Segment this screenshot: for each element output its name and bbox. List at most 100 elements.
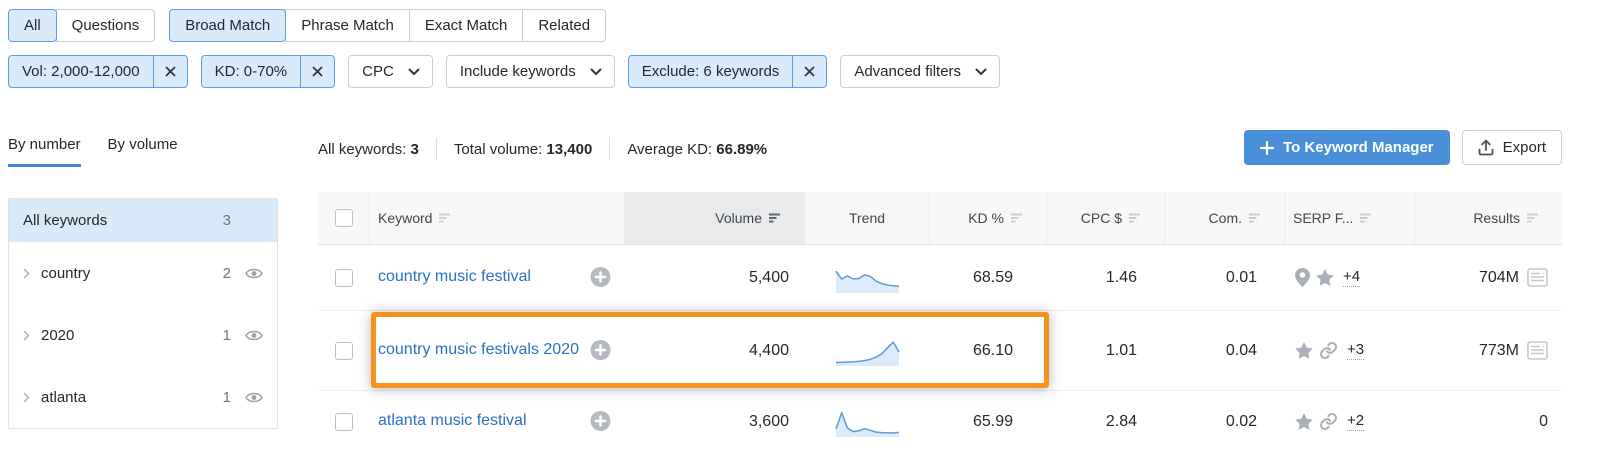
sidebar-all-keywords-header[interactable]: All keywords 3	[9, 199, 277, 242]
toolbar-actions: To Keyword Manager Export	[1244, 130, 1562, 165]
volume-cell: 5,400	[748, 268, 789, 286]
remove-filter-icon[interactable]	[300, 56, 334, 87]
serp-more-link[interactable]: +4	[1343, 268, 1361, 287]
results-value: 704M	[1478, 268, 1519, 286]
sort-icon	[1129, 213, 1142, 223]
column-header-kd[interactable]: KD %	[930, 192, 1047, 244]
kd-cell: 65.99	[972, 412, 1013, 430]
filter-pill-vol-2-000-12-000[interactable]: Vol: 2,000-12,000	[8, 55, 188, 88]
column-label: Results	[1473, 210, 1520, 226]
view-tab-by-volume[interactable]: By volume	[107, 136, 178, 153]
column-header-serp-f[interactable]: SERP F...	[1285, 192, 1415, 244]
filter-pill-exclude-6-keywords[interactable]: Exclude: 6 keywords	[627, 55, 828, 88]
keyword-type-filter-row: All Questions Broad Match Phrase Match Exac…	[8, 9, 607, 42]
group-label: country	[41, 264, 91, 282]
keyword-link[interactable]: country music festivals 2020	[378, 341, 579, 359]
column-header-keyword[interactable]: Keyword	[370, 192, 625, 244]
tab-related[interactable]: Related	[522, 9, 607, 42]
tab-broad-match[interactable]: Broad Match	[169, 9, 287, 42]
serp-features-cell: +3	[1285, 341, 1415, 360]
header-checkbox-cell	[318, 192, 370, 244]
volume-cell: 4,400	[748, 341, 789, 359]
filter-pill-advanced-filters[interactable]: Advanced filters	[840, 55, 1001, 88]
serp-more-link[interactable]: +2	[1347, 412, 1365, 431]
cpc-cell: 1.46	[1105, 268, 1137, 286]
trend-sparkline	[805, 335, 930, 367]
volume-cell: 3,600	[748, 412, 789, 430]
export-label: Export	[1502, 139, 1546, 156]
view-tab-by-number[interactable]: By number	[8, 136, 81, 167]
keyword-cell: country music festivals 2020	[370, 330, 625, 371]
column-header-volume[interactable]: Volume	[625, 192, 805, 244]
add-keyword-icon[interactable]	[590, 411, 611, 432]
remove-filter-icon[interactable]	[792, 56, 826, 87]
table-row: country music festival 5,400 68.59 1.46 0.01…	[318, 244, 1562, 310]
filter-pill-label: Vol: 2,000-12,000	[22, 63, 140, 80]
results-value: 0	[1539, 412, 1548, 430]
serp-features-cell: +2	[1285, 412, 1415, 431]
competition-cell: 0.04	[1225, 341, 1257, 359]
stat-all-keywords: All keywords: 3	[318, 140, 419, 158]
sidebar-header-label: All keywords	[23, 212, 108, 229]
add-keyword-icon[interactable]	[590, 340, 611, 361]
competition-cell: 0.01	[1225, 268, 1257, 286]
row-checkbox[interactable]	[335, 268, 353, 287]
eye-icon[interactable]	[231, 329, 263, 342]
stat-separator	[435, 138, 437, 160]
column-header-trend: Trend	[805, 192, 930, 244]
sort-icon	[439, 213, 452, 223]
results-cell: 773M	[1415, 341, 1562, 360]
chevron-right-icon	[23, 268, 41, 279]
eye-icon[interactable]	[231, 391, 263, 404]
keyword-link[interactable]: atlanta music festival	[378, 412, 527, 430]
column-header-cpc[interactable]: CPC $	[1047, 192, 1165, 244]
group-label: atlanta	[41, 388, 87, 406]
serp-more-link[interactable]: +3	[1347, 341, 1365, 360]
link-icon	[1319, 341, 1338, 360]
column-header-com[interactable]: Com.	[1165, 192, 1285, 244]
group-count: 1	[222, 326, 231, 344]
filter-pill-label: CPC	[362, 63, 394, 80]
filter-pill-label: Advanced filters	[854, 63, 962, 80]
row-checkbox-cell	[318, 268, 370, 287]
keyword-link[interactable]: country music festival	[378, 268, 531, 286]
sidebar-group-2020[interactable]: 2020 1	[9, 304, 277, 366]
row-checkbox[interactable]	[335, 412, 353, 431]
filter-pills-row: Vol: 2,000-12,000 KD: 0-70% CPC Include key…	[8, 55, 1001, 88]
filter-pill-cpc[interactable]: CPC	[348, 55, 433, 88]
trend-sparkline	[805, 262, 930, 294]
sort-icon	[1011, 213, 1024, 223]
cpc-cell: 1.01	[1105, 341, 1137, 359]
chevron-right-icon	[23, 330, 41, 341]
results-value: 773M	[1478, 341, 1519, 359]
sidebar-group-atlanta[interactable]: atlanta 1	[9, 366, 277, 428]
keyword-type-tabs: All Questions	[8, 9, 156, 42]
serp-source-icon[interactable]	[1527, 341, 1548, 360]
to-keyword-manager-label: To Keyword Manager	[1283, 139, 1434, 156]
stat-value: 13,400	[546, 140, 593, 158]
tab-phrase-match[interactable]: Phrase Match	[285, 9, 410, 42]
stat-total-volume: Total volume: 13,400	[453, 140, 593, 158]
sort-icon	[1360, 213, 1373, 223]
to-keyword-manager-button[interactable]: To Keyword Manager	[1244, 130, 1450, 165]
export-button[interactable]: Export	[1461, 130, 1562, 165]
remove-filter-icon[interactable]	[152, 56, 187, 87]
tab-exact-match[interactable]: Exact Match	[408, 9, 524, 42]
tab-all[interactable]: All	[8, 9, 57, 42]
sort-icon	[769, 213, 782, 223]
sidebar-group-country[interactable]: country 2	[9, 242, 277, 304]
filter-pill-kd-0-70[interactable]: KD: 0-70%	[200, 55, 336, 88]
export-upload-icon	[1478, 139, 1494, 156]
serp-source-icon[interactable]	[1527, 268, 1548, 287]
tab-questions[interactable]: Questions	[55, 9, 156, 42]
eye-icon[interactable]	[231, 267, 263, 280]
row-checkbox[interactable]	[335, 341, 353, 360]
link-icon	[1319, 412, 1338, 431]
results-cell: 704M	[1415, 268, 1562, 287]
cpc-cell: 2.84	[1105, 412, 1137, 430]
column-header-results[interactable]: Results	[1415, 192, 1562, 244]
filter-pill-include-keywords[interactable]: Include keywords	[445, 55, 615, 88]
group-count: 1	[222, 388, 231, 406]
select-all-checkbox[interactable]	[334, 209, 353, 227]
add-keyword-icon[interactable]	[590, 267, 611, 288]
